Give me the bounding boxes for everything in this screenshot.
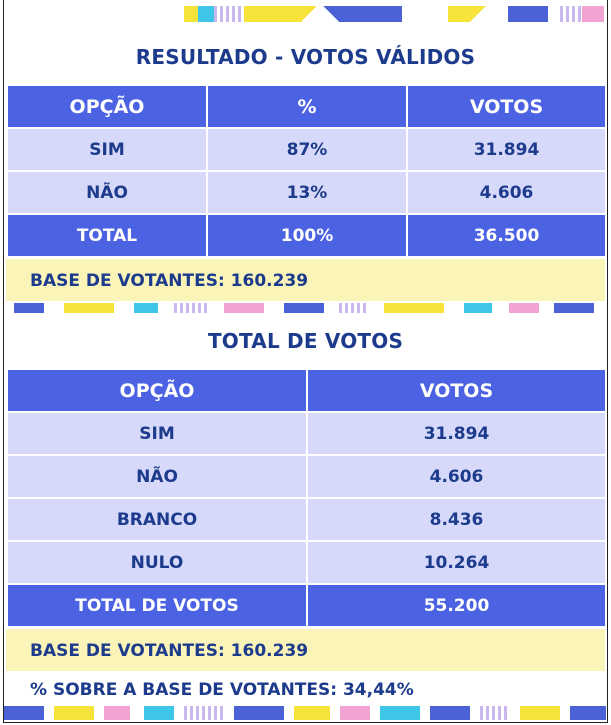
section1-title: RESULTADO - VOTOS VÁLIDOS xyxy=(135,45,476,69)
row-votes: 31.894 xyxy=(306,411,607,456)
results-card: RESULTADO - VOTOS VÁLIDOS OPÇÃO % VOTOS … xyxy=(3,0,608,723)
table-row: BRANCO 8.436 xyxy=(6,497,607,542)
row-votes: 10.264 xyxy=(306,540,607,585)
row-option: SIM xyxy=(6,127,208,172)
row-percent: 13% xyxy=(206,170,408,215)
table-row: NÃO 13% 4.606 xyxy=(6,170,607,215)
section2-title: TOTAL DE VOTOS xyxy=(207,329,404,353)
row-votes: 31.894 xyxy=(406,127,607,172)
header-percent: % xyxy=(206,84,408,129)
table-header-row: OPÇÃO % VOTOS xyxy=(6,84,607,129)
section2-base-voters: BASE DE VOTANTES: 160.239 xyxy=(6,629,605,671)
total-votes: 36.500 xyxy=(406,213,607,258)
table-row: NULO 10.264 xyxy=(6,540,607,585)
decorative-stripe-top xyxy=(4,6,607,22)
table-row: SIM 87% 31.894 xyxy=(6,127,607,172)
total-row: TOTAL 100% 36.500 xyxy=(6,213,607,258)
row-option: BRANCO xyxy=(6,497,308,542)
row-option: NULO xyxy=(6,540,308,585)
header-option: OPÇÃO xyxy=(6,84,208,129)
total-votes-table: OPÇÃO VOTOS SIM 31.894 NÃO 4.606 BRANCO … xyxy=(6,368,607,628)
table-row: NÃO 4.606 xyxy=(6,454,607,499)
total-option: TOTAL DE VOTOS xyxy=(6,583,308,628)
header-votes: VOTOS xyxy=(306,368,607,413)
row-percent: 87% xyxy=(206,127,408,172)
total-votes: 55.200 xyxy=(306,583,607,628)
total-row: TOTAL DE VOTOS 55.200 xyxy=(6,583,607,628)
decorative-stripe-middle xyxy=(4,303,607,313)
table-header-row: OPÇÃO VOTOS xyxy=(6,368,607,413)
row-votes: 4.606 xyxy=(306,454,607,499)
total-percent: 100% xyxy=(206,213,408,258)
valid-votes-table: OPÇÃO % VOTOS SIM 87% 31.894 NÃO 13% 4.6… xyxy=(6,84,607,258)
row-option: NÃO xyxy=(6,170,208,215)
table-row: SIM 31.894 xyxy=(6,411,607,456)
row-option: NÃO xyxy=(6,454,308,499)
header-option: OPÇÃO xyxy=(6,368,308,413)
total-option: TOTAL xyxy=(6,213,208,258)
section1-base-voters: BASE DE VOTANTES: 160.239 xyxy=(6,259,605,301)
decorative-stripe-bottom xyxy=(4,706,607,720)
header-votes: VOTOS xyxy=(406,84,607,129)
row-votes: 8.436 xyxy=(306,497,607,542)
row-option: SIM xyxy=(6,411,308,456)
row-votes: 4.606 xyxy=(406,170,607,215)
percent-over-base: % SOBRE A BASE DE VOTANTES: 34,44% xyxy=(30,680,414,700)
